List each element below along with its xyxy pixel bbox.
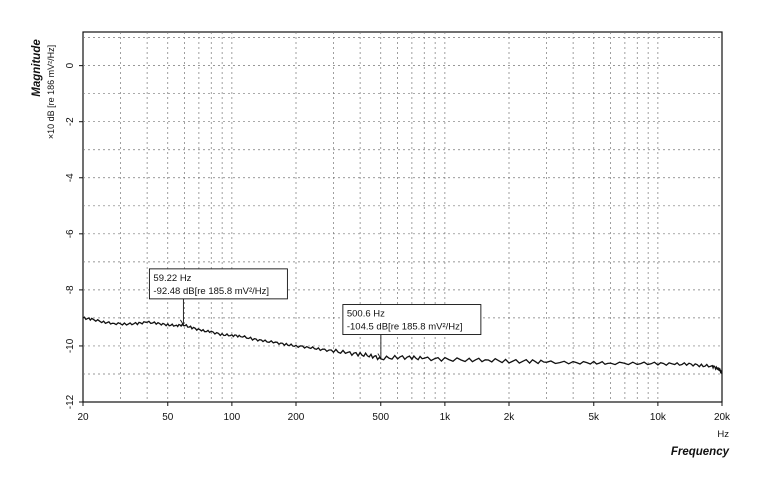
y-tick-label: -10	[65, 338, 76, 353]
y-tick-labels: 0 -2 -4 -6 -8 -10 -12	[65, 62, 83, 409]
annotation-marker	[180, 319, 184, 326]
y-tick-label: -12	[65, 394, 76, 409]
spectrum-line	[82, 316, 723, 375]
plot-area	[82, 31, 723, 403]
x-tick-label: 5k	[588, 412, 600, 423]
annotation-box	[342, 304, 482, 336]
x-tick-label: 10k	[650, 412, 667, 423]
x-axis-unit: Hz	[717, 429, 729, 440]
x-tick-label: 200	[288, 412, 305, 423]
annotation-magnitude: -104.5 dB[re 185.8 mV²/Hz]	[347, 322, 463, 333]
x-tick-labels: 20 50 100 200 500 1k 2k 5k 10k 20k	[77, 402, 731, 423]
y-tick-label: -6	[65, 229, 76, 238]
annotation-box	[148, 268, 288, 300]
annotation-frequency: 59.22 Hz	[153, 273, 191, 284]
x-tick-label: 500	[372, 412, 389, 423]
x-tick-label: 20	[77, 412, 89, 423]
x-tick-label: 1k	[440, 412, 452, 423]
annotation-magnitude: -92.48 dB[re 185.8 mV²/Hz]	[153, 286, 269, 297]
x-axis-label: Frequency	[671, 446, 730, 458]
x-tick-label: 100	[224, 412, 241, 423]
x-tick-label: 50	[162, 412, 174, 423]
y-axis-label: Magnitude	[31, 39, 43, 97]
x-tick-label: 20k	[714, 412, 731, 423]
annotation-marker	[377, 353, 382, 359]
y-tick-label: 0	[65, 62, 76, 68]
y-tick-label: -8	[65, 285, 76, 294]
y-tick-label: -4	[65, 173, 76, 182]
grid-lines	[83, 32, 722, 402]
series-layer	[82, 316, 723, 375]
annotation-layer: 59.22 Hz -92.48 dB[re 185.8 mV²/Hz] 500.6 …	[148, 268, 482, 359]
y-tick-label: -2	[65, 117, 76, 126]
y-axis-unit: ×10 dB [re 186 mV²/Hz]	[46, 45, 56, 139]
x-tick-label: 2k	[504, 412, 516, 423]
annotation-frequency: 500.6 Hz	[347, 309, 385, 320]
